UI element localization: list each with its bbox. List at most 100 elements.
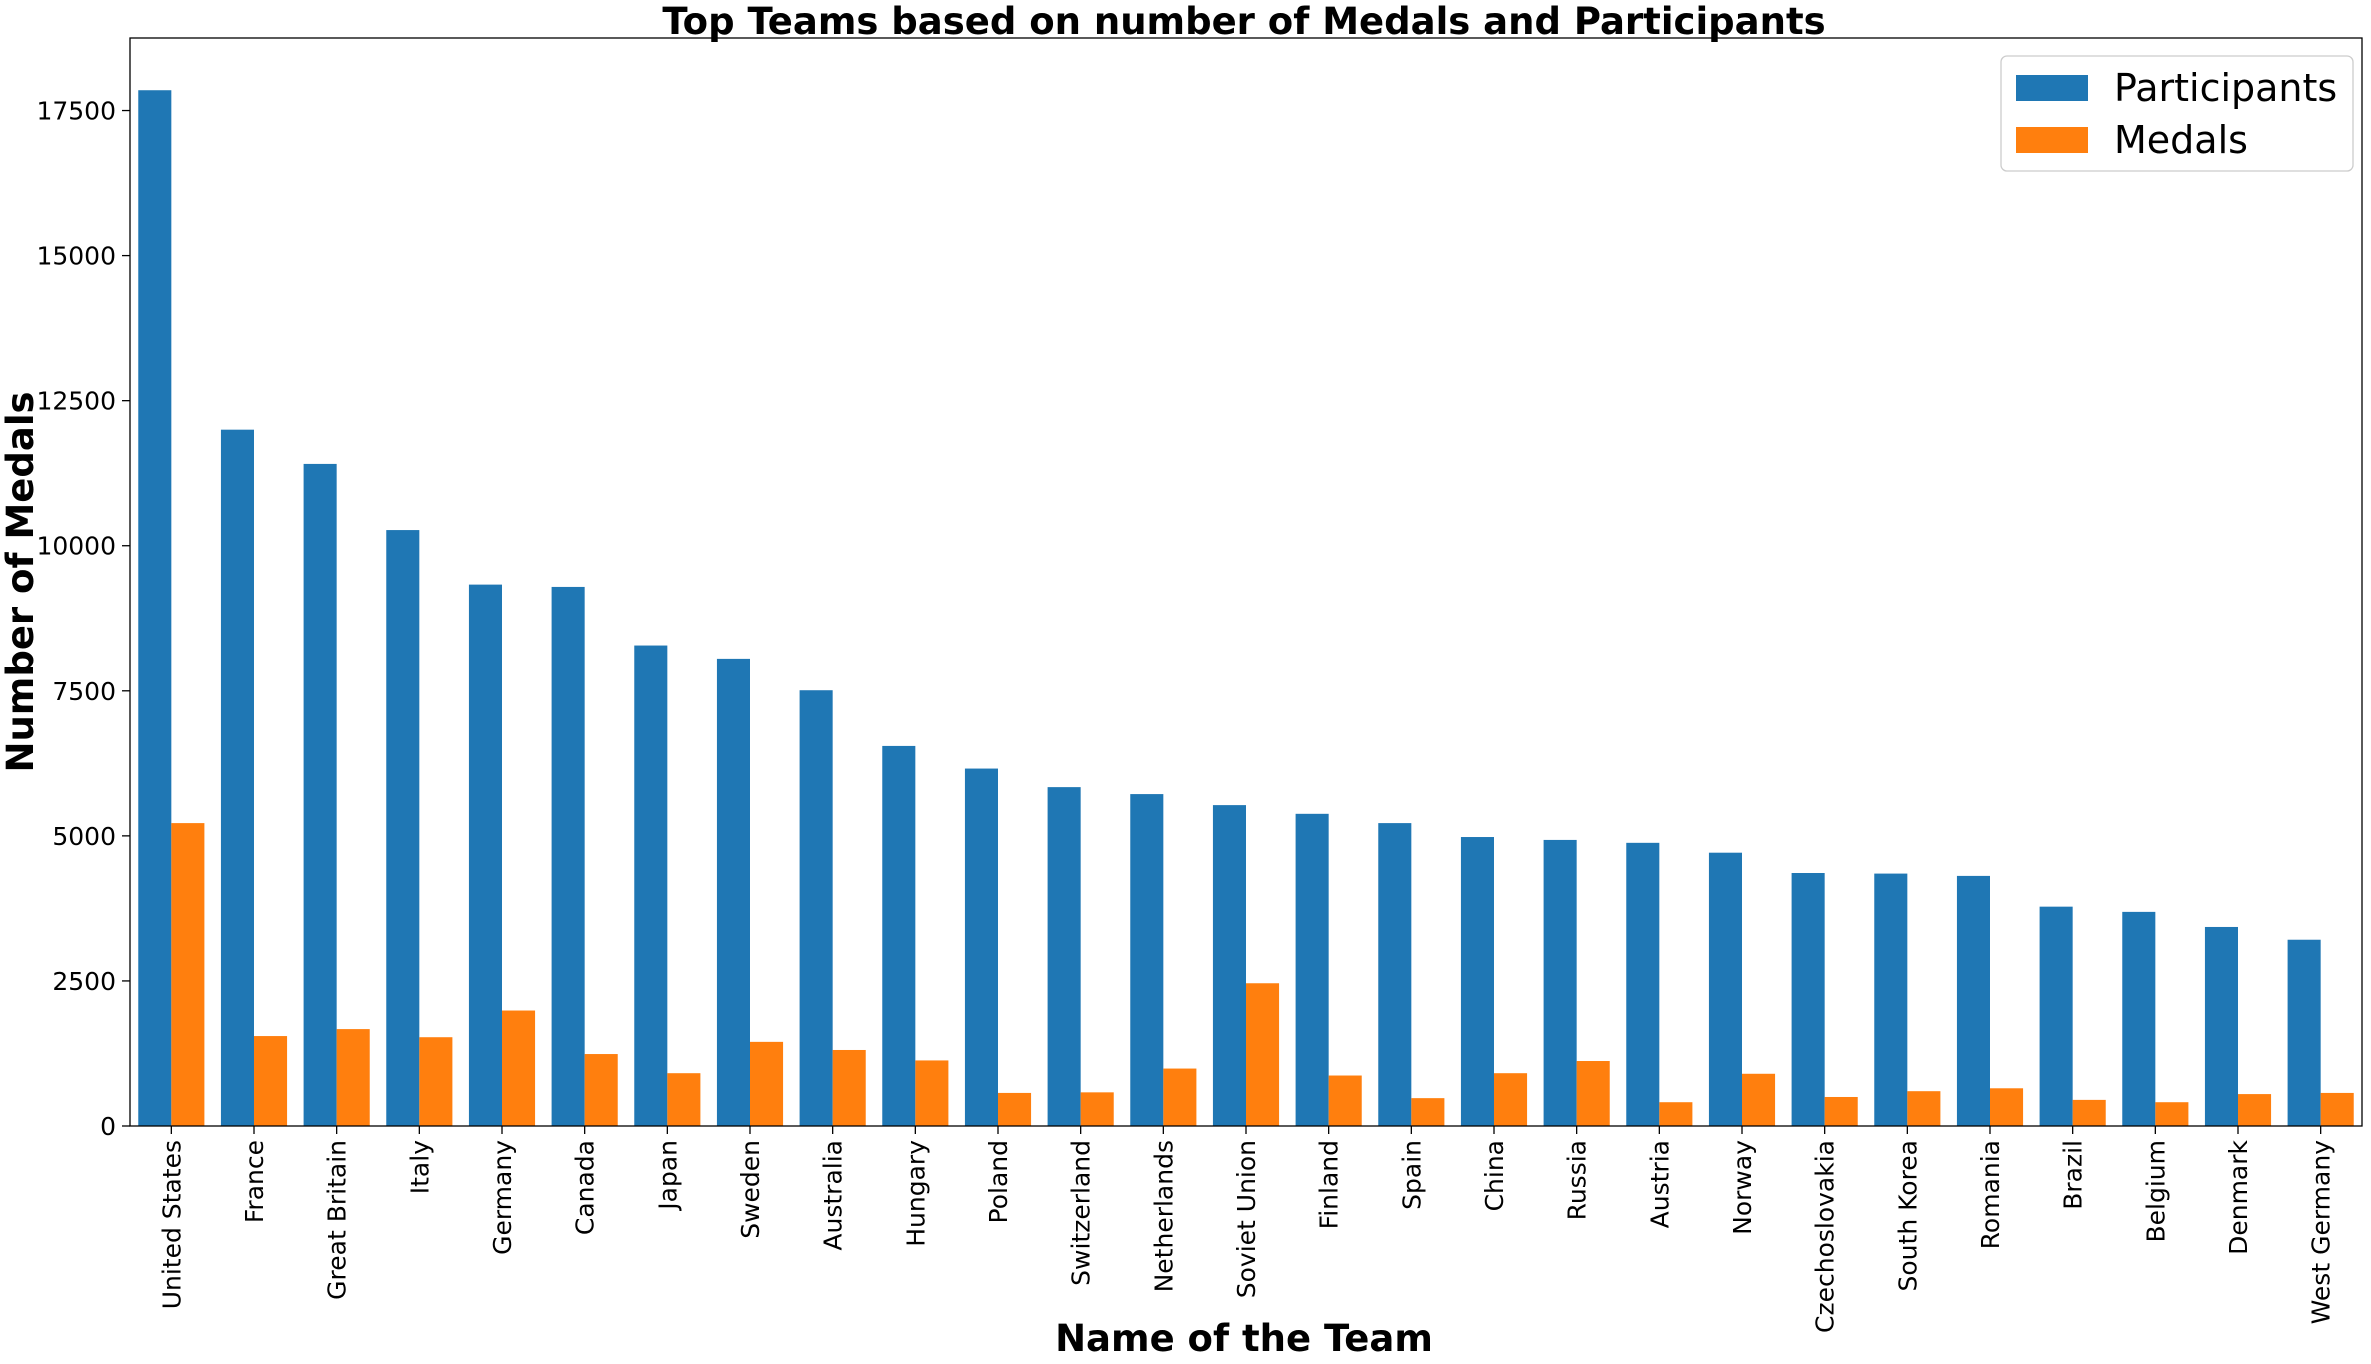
bar-participants-sweden (716, 658, 750, 1126)
bar-medals-belgium (2155, 1102, 2189, 1126)
y-tick-label: 10000 (36, 532, 116, 561)
bar-participants-france (220, 429, 254, 1126)
y-tick-label: 17500 (36, 97, 116, 126)
bar-medals-japan (667, 1073, 701, 1126)
bar-medals-hungary (915, 1060, 949, 1126)
bar-participants-romania (1956, 875, 1990, 1126)
bar-participants-china (1460, 837, 1494, 1126)
x-tick-label: Italy (405, 1140, 434, 1194)
bar-medals-canada (584, 1054, 618, 1126)
y-axis-ticks: 0 2500 5000 7500 10000 12500 15000 17500 (36, 97, 130, 1141)
bar-medals-south-korea (1907, 1091, 1941, 1126)
x-tick-label: Russia (1563, 1140, 1592, 1220)
bar-medals-poland (998, 1092, 1032, 1126)
bar-participants-austria (1626, 842, 1660, 1126)
x-tick-label: Brazil (2059, 1140, 2088, 1210)
bar-participants-spain (1378, 823, 1412, 1126)
bar-medals-italy (419, 1037, 453, 1126)
x-tick-label: Switzerland (1067, 1140, 1096, 1286)
bar-medals-russia (1576, 1061, 1610, 1126)
y-axis-label: Number of Medals (0, 391, 42, 772)
x-tick-label: Norway (1728, 1140, 1757, 1235)
bar-participants-czechoslovakia (1791, 873, 1825, 1126)
x-tick-label: Spain (1397, 1140, 1426, 1210)
plot-frame (129, 37, 2363, 1127)
x-tick-label: Romania (1976, 1140, 2005, 1249)
x-tick-label: Japan (653, 1140, 682, 1212)
bar-participants-south-korea (1874, 873, 1908, 1126)
bar-medals-china (1494, 1073, 1528, 1126)
bar-medals-soviet-union (1246, 983, 1280, 1126)
bar-participants-belgium (2122, 911, 2156, 1126)
x-tick-label: Netherlands (1149, 1140, 1178, 1292)
x-tick-label: United States (157, 1140, 186, 1309)
x-tick-label: West Germany (2307, 1140, 2336, 1325)
x-tick-label: Sweden (736, 1140, 765, 1239)
x-tick-label: Australia (819, 1140, 848, 1251)
y-tick-label: 2500 (52, 967, 116, 996)
x-tick-label: Finland (1315, 1140, 1344, 1229)
bar-participants-soviet-union (1212, 805, 1246, 1126)
legend-label-participants: Participants (2114, 66, 2337, 110)
y-tick-label: 0 (100, 1112, 116, 1141)
x-tick-label: Austria (1645, 1140, 1674, 1228)
bar-medals-australia (832, 1049, 866, 1126)
x-tick-label: Belgium (2141, 1140, 2170, 1243)
bar-medals-great-britain (336, 1029, 370, 1126)
bar-medals-netherlands (1163, 1068, 1197, 1126)
bar-participants-switzerland (1047, 787, 1081, 1126)
bar-medals-romania (1990, 1088, 2024, 1126)
x-tick-label: China (1480, 1140, 1509, 1211)
bar-medals-brazil (2072, 1099, 2106, 1126)
x-tick-label: Great Britain (323, 1140, 352, 1300)
bar-medals-spain (1411, 1098, 1445, 1126)
bar-participants-finland (1295, 813, 1329, 1126)
y-tick-label: 5000 (52, 822, 116, 851)
bar-medals-czechoslovakia (1824, 1096, 1858, 1126)
x-tick-label: Germany (488, 1140, 517, 1255)
bar-participants-west-germany (2287, 939, 2321, 1126)
bar-medals-switzerland (1080, 1092, 1114, 1126)
bar-participants-germany (468, 584, 502, 1126)
x-tick-label: Poland (984, 1140, 1013, 1223)
bar-participants-hungary (882, 745, 916, 1126)
y-tick-label: 12500 (36, 387, 116, 416)
bar-medals-norway (1742, 1073, 1776, 1126)
x-axis-ticks: United States France Great Britain Italy Ger… (157, 1126, 2336, 1333)
bar-participants-japan (634, 645, 668, 1126)
x-tick-label: Czechoslovakia (1811, 1140, 1840, 1333)
y-tick-label: 7500 (52, 677, 116, 706)
legend-label-medals: Medals (2114, 118, 2248, 162)
x-tick-label: France (240, 1140, 269, 1223)
bar-participants-denmark (2204, 926, 2238, 1126)
bar-participants-poland (964, 768, 998, 1126)
bar-medals-denmark (2238, 1094, 2272, 1126)
x-tick-label: Denmark (2224, 1139, 2253, 1254)
legend-box (2000, 55, 2354, 172)
bar-participants-united-states (138, 90, 172, 1126)
bar-participants-norway (1708, 852, 1742, 1126)
legend: Participants Medals (2000, 55, 2354, 172)
bar-participants-australia (799, 690, 833, 1126)
y-tick-label: 15000 (36, 242, 116, 271)
bar-participants-canada (551, 586, 585, 1126)
bar-participants-great-britain (303, 463, 337, 1126)
chart-title: Top Teams based on number of Medals and … (662, 0, 1825, 43)
x-tick-label: Soviet Union (1232, 1140, 1261, 1298)
bar-medals-germany (502, 1010, 536, 1126)
bar-medals-united-states (171, 823, 205, 1126)
bar-medals-sweden (750, 1041, 784, 1126)
legend-swatch-medals (2016, 127, 2088, 153)
legend-swatch-participants (2016, 75, 2088, 101)
bar-participants-italy (386, 530, 420, 1126)
bar-participants-brazil (2039, 906, 2073, 1126)
bar-participants-netherlands (1130, 794, 1164, 1126)
bars-group (138, 90, 2354, 1126)
x-axis-label: Name of the Team (1055, 1317, 1433, 1360)
x-tick-label: South Korea (1893, 1140, 1922, 1291)
x-tick-label: Canada (571, 1140, 600, 1235)
bar-medals-austria (1659, 1102, 1693, 1126)
bar-medals-west-germany (2320, 1092, 2354, 1126)
